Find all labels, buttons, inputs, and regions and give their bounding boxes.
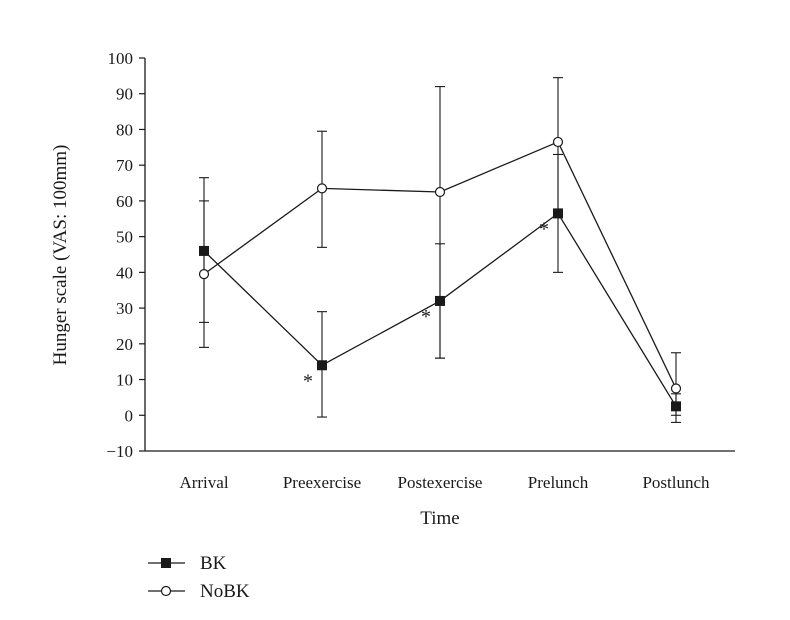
data-point bbox=[552, 136, 564, 148]
x-tick-label: Arrival bbox=[179, 473, 228, 492]
y-tick-label: 90 bbox=[116, 85, 133, 104]
legend-item-nobk: NoBK bbox=[148, 581, 250, 602]
data-point bbox=[434, 186, 446, 198]
x-tick-label: Postexercise bbox=[398, 473, 483, 492]
legend-marker bbox=[160, 585, 172, 597]
y-tick-label: 100 bbox=[108, 49, 134, 68]
legend-item-bk: BK bbox=[148, 553, 227, 574]
series-layer bbox=[198, 77, 682, 423]
y-tick-label: 10 bbox=[116, 371, 133, 390]
significance-marker: * bbox=[539, 218, 549, 240]
y-tick-label: 70 bbox=[116, 156, 133, 175]
legend: BK NoBK bbox=[148, 553, 250, 602]
y-tick-label: 0 bbox=[125, 406, 134, 425]
significance-marker: * bbox=[303, 370, 313, 392]
legend-label: BK bbox=[200, 553, 227, 574]
x-tick-label: Postlunch bbox=[642, 473, 710, 492]
y-tick-label: −10 bbox=[106, 442, 133, 461]
x-tick-label: Prelunch bbox=[528, 473, 589, 492]
y-tick-label: 20 bbox=[116, 335, 133, 354]
legend-label: NoBK bbox=[200, 581, 250, 602]
y-axis-title: Hunger scale (VAS: 100mm) bbox=[50, 145, 71, 366]
data-point bbox=[198, 269, 210, 280]
y-tick-label: 50 bbox=[116, 228, 133, 247]
y-tick-label: 60 bbox=[116, 192, 133, 211]
y-tick-label: 40 bbox=[116, 263, 133, 282]
x-axis-title: Time bbox=[420, 508, 459, 529]
x-tick-label: Preexercise bbox=[283, 473, 361, 492]
annotation-layer: * * * bbox=[303, 218, 549, 392]
data-point bbox=[316, 183, 328, 194]
data-point bbox=[670, 383, 682, 394]
legend-marker bbox=[161, 558, 171, 568]
data-point bbox=[317, 360, 327, 371]
y-tick-label: 30 bbox=[116, 299, 133, 318]
series-nobk bbox=[198, 77, 682, 416]
x-axis-ticks: Arrival Preexercise Postexercise Prelunch Po… bbox=[179, 473, 710, 492]
y-axis-ticks: −10 0 10 20 30 40 50 60 70 80 90 100 bbox=[106, 49, 145, 461]
significance-marker: * bbox=[421, 306, 431, 328]
y-tick-label: 80 bbox=[116, 120, 133, 139]
axes bbox=[144, 58, 735, 452]
